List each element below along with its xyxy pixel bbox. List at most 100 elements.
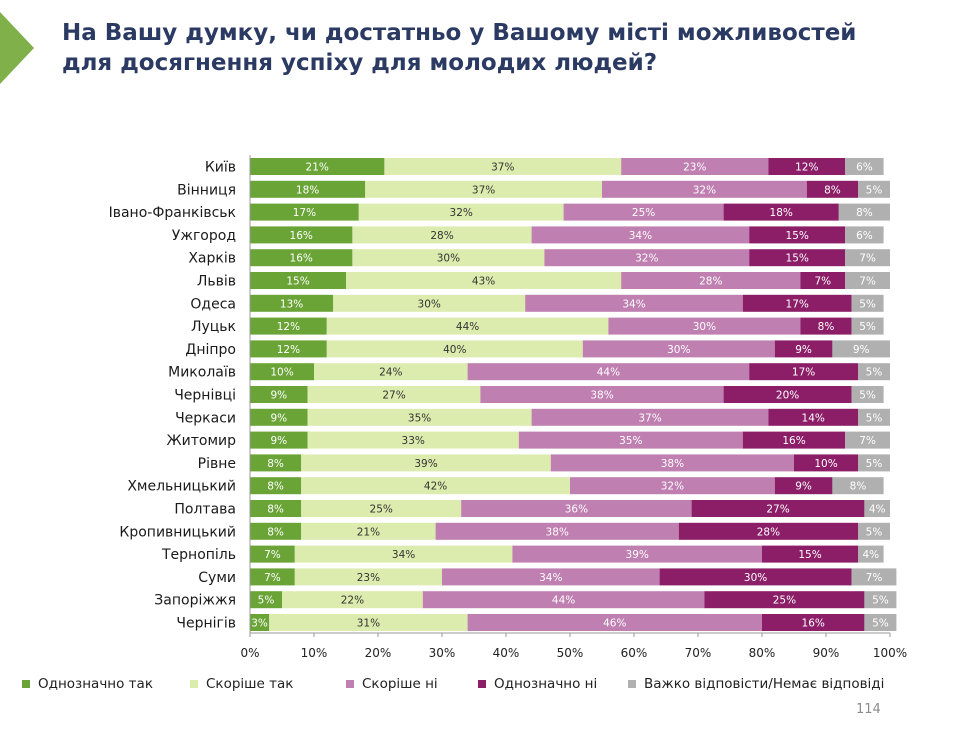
bar-segment <box>864 591 897 609</box>
data-label: 18% <box>296 184 319 196</box>
data-label: 7% <box>264 549 281 561</box>
legend-label: Скоріше ні <box>362 676 438 692</box>
bar-segment <box>858 545 884 563</box>
data-label: 15% <box>786 230 809 242</box>
data-label: 28% <box>757 526 780 538</box>
data-label: 9% <box>795 481 812 493</box>
bar-segment <box>250 249 353 267</box>
bar-segment <box>250 545 295 563</box>
bar-segment <box>282 591 423 609</box>
bar-segment <box>314 363 468 381</box>
data-label: 25% <box>773 595 796 607</box>
data-label: 8% <box>267 504 284 516</box>
bar-segment <box>250 477 302 495</box>
data-label: 40% <box>443 344 466 356</box>
bar-segment <box>307 431 519 449</box>
data-label: 15% <box>798 549 821 561</box>
data-label: 38% <box>590 390 613 402</box>
legend-item: Однозначно ні <box>478 676 597 692</box>
bar-segment <box>250 294 334 312</box>
bar-segment <box>794 454 858 472</box>
bar-segment <box>845 226 884 244</box>
title-line-2: для досягнення успіху для молодих людей? <box>62 50 658 76</box>
data-label: 5% <box>859 298 876 310</box>
bar-segment <box>806 180 858 198</box>
bar-segment <box>858 454 890 472</box>
chart-legend: Однозначно так Скоріше так Скоріше ні Одноз… <box>0 676 960 694</box>
data-label: 16% <box>782 435 805 447</box>
bar-segment <box>659 568 852 586</box>
data-label: 32% <box>661 481 684 493</box>
bar-segment <box>250 522 302 540</box>
bar-segment <box>512 545 762 563</box>
data-label: 4% <box>869 504 886 516</box>
legend-item: Скоріше ні <box>346 676 438 692</box>
bar-segment <box>301 522 436 540</box>
category-label: Житомир <box>167 433 237 449</box>
category-label: Ужгород <box>172 228 236 244</box>
data-label: 34% <box>622 298 645 310</box>
bar-segment <box>346 272 622 289</box>
bar-segment <box>851 386 884 403</box>
data-label: 9% <box>270 435 287 447</box>
data-label: 23% <box>357 572 380 584</box>
bar-segment <box>250 180 366 198</box>
data-label: 20% <box>776 390 799 402</box>
bar-segment <box>749 226 846 244</box>
category-label: Хмельницький <box>127 479 236 495</box>
data-label: 13% <box>280 298 303 310</box>
bar-segment <box>864 614 897 631</box>
category-label: Харків <box>188 251 236 267</box>
bar-segment <box>358 203 564 221</box>
data-label: 12% <box>277 321 300 333</box>
category-label: Запоріжжя <box>154 593 236 609</box>
bar-segment <box>352 249 545 267</box>
data-label: 6% <box>856 230 873 242</box>
bar-segment <box>851 568 897 586</box>
bar-segment <box>301 454 551 472</box>
bar-segment <box>621 158 769 175</box>
bar-segment <box>832 477 884 495</box>
data-label: 7% <box>859 276 876 288</box>
data-label: 5% <box>872 618 889 630</box>
data-label: 21% <box>306 162 329 174</box>
data-label: 7% <box>859 435 876 447</box>
data-label: 9% <box>853 344 870 356</box>
data-label: 4% <box>862 549 879 561</box>
bar-segment <box>704 591 865 609</box>
x-tick-label: 0% <box>240 646 259 660</box>
category-label: Тернопіль <box>161 547 236 563</box>
legend-item: Важко відповісти/Немає відповіді <box>628 676 884 692</box>
data-label: 44% <box>597 367 620 379</box>
bar-segment <box>723 386 852 403</box>
bar-segment <box>467 363 750 381</box>
bar-segment <box>621 272 801 289</box>
title-line-1: На Вашу думку, чи достатньо у Вашому міс… <box>62 20 857 46</box>
data-label: 33% <box>402 435 425 447</box>
data-label: 5% <box>258 595 275 607</box>
category-label: Рівне <box>198 456 236 472</box>
data-label: 3% <box>251 618 268 630</box>
data-label: 15% <box>286 276 309 288</box>
data-label: 10% <box>270 367 293 379</box>
bar-segment <box>531 408 769 426</box>
legend-item: Однозначно так <box>22 676 153 692</box>
x-tick-label: 30% <box>429 646 456 660</box>
bar-segment <box>250 317 327 335</box>
data-label: 9% <box>795 344 812 356</box>
bar-segment <box>294 568 442 586</box>
x-tick-label: 70% <box>685 646 712 660</box>
bar-segment <box>858 180 890 198</box>
bar-segment <box>602 180 807 198</box>
data-label: 39% <box>626 549 649 561</box>
bar-segment <box>365 180 602 198</box>
data-label: 37% <box>472 184 495 196</box>
data-label: 8% <box>818 321 835 333</box>
bar-segment <box>307 386 481 403</box>
bar-segment <box>774 340 833 358</box>
bar-segment <box>518 431 743 449</box>
bar-segment <box>570 477 775 495</box>
bar-segment <box>250 568 295 586</box>
bar-segment <box>749 249 846 267</box>
category-label: Чернівці <box>174 388 236 404</box>
